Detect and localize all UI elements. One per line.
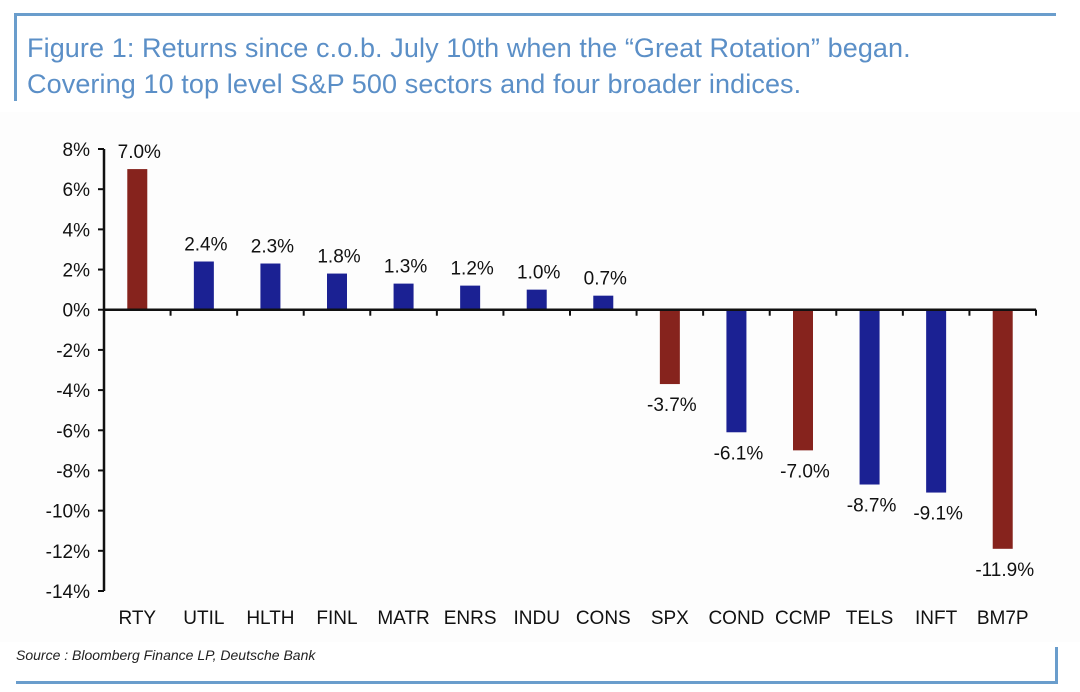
y-tick-label: 0% (63, 301, 91, 322)
x-category-label: FINL (316, 608, 357, 629)
data-label: -3.7% (647, 395, 697, 416)
frame-bottom-border (16, 681, 1058, 684)
bar-rty (127, 169, 148, 310)
bar-hlth (260, 263, 281, 310)
bar-indu (526, 289, 547, 310)
source-note: Source : Bloomberg Finance LP, Deutsche … (16, 647, 316, 663)
frame-top-border (14, 13, 1056, 16)
y-tick-label: 2% (63, 261, 91, 282)
x-category-label: UTIL (183, 608, 224, 629)
x-category-label: BM7P (977, 608, 1029, 629)
y-tick-label: -14% (46, 582, 90, 603)
data-label: -8.7% (847, 496, 897, 517)
data-label: 1.0% (517, 263, 560, 284)
y-tick-label: -10% (46, 502, 90, 523)
bar-bm7p (992, 309, 1013, 549)
x-category-label: COND (708, 608, 764, 629)
data-label: -6.1% (714, 443, 764, 464)
x-category-label: CCMP (775, 608, 831, 629)
x-category-label: CONS (576, 608, 631, 629)
data-label: 7.0% (118, 142, 161, 163)
data-label: -11.9% (975, 560, 1034, 581)
data-label: 1.3% (384, 257, 427, 278)
data-label: -9.1% (913, 504, 963, 525)
data-label: 1.2% (450, 259, 493, 280)
bar-cond (726, 309, 747, 433)
y-tick-label: 4% (63, 220, 91, 241)
bar-inft (926, 309, 947, 493)
bar-ccmp (793, 309, 813, 451)
y-tick-label: -4% (56, 381, 90, 402)
bar-util (193, 261, 214, 310)
bar-matr (393, 283, 414, 310)
x-category-label: ENRS (444, 608, 497, 629)
data-label: 2.3% (251, 237, 294, 258)
y-tick-label: -2% (56, 341, 90, 362)
data-label: -7.0% (780, 461, 830, 482)
chart-background (0, 112, 1080, 642)
x-category-label: INFT (915, 608, 958, 629)
x-category-label: SPX (651, 608, 689, 629)
figure-title-line-1: Figure 1: Returns since c.o.b. July 10th… (27, 33, 911, 63)
y-tick-label: -6% (56, 421, 90, 442)
figure-title: Figure 1: Returns since c.o.b. July 10th… (27, 30, 911, 102)
x-category-label: MATR (377, 608, 429, 629)
figure-title-line-2: Covering 10 top level S&P 500 sectors an… (27, 69, 802, 99)
bar-enrs (460, 285, 481, 310)
bar-spx (659, 309, 680, 385)
data-label: 2.4% (184, 235, 227, 256)
data-label: 1.8% (317, 247, 360, 268)
x-category-label: RTY (118, 608, 156, 629)
data-label: 0.7% (584, 269, 627, 290)
x-category-label: HLTH (246, 608, 294, 629)
bar-finl (327, 273, 347, 310)
x-category-label: INDU (513, 608, 559, 629)
y-tick-label: -8% (56, 461, 90, 482)
frame-right-border (1055, 647, 1058, 684)
y-tick-label: -12% (46, 542, 90, 563)
bar-cons (593, 295, 614, 310)
bar-tels (859, 309, 880, 485)
x-category-label: TELS (846, 608, 894, 629)
y-tick-label: 8% (63, 140, 91, 161)
frame-left-border (14, 13, 17, 101)
y-tick-label: 6% (63, 180, 91, 201)
